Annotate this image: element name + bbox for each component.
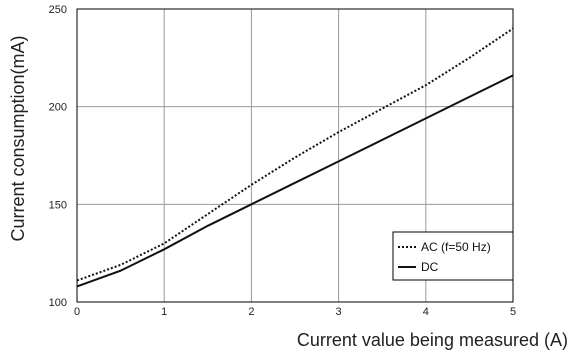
x-tick-label: 1 <box>161 306 167 318</box>
y-axis-title: Current consumption(mA) <box>8 35 28 241</box>
x-tick-label: 0 <box>74 306 80 318</box>
y-tick-labels: 100 150 200 250 <box>49 4 67 309</box>
series-layer <box>76 27 514 288</box>
x-tick-label: 3 <box>336 306 342 318</box>
legend: AC (f=50 Hz) DC <box>392 231 514 281</box>
series-line-dc <box>76 74 514 288</box>
plot-frame <box>76 8 514 303</box>
x-tick-label: 4 <box>423 306 429 318</box>
legend-box <box>392 231 514 281</box>
x-tick-label: 2 <box>248 306 254 318</box>
y-tick-label: 150 <box>49 199 67 211</box>
x-tick-label: 5 <box>510 306 516 318</box>
y-tick-label: 250 <box>49 4 67 16</box>
x-axis-title: Current value being measured (A) <box>297 330 568 350</box>
legend-label-ac: AC (f=50 Hz) <box>421 240 491 254</box>
legend-label-dc: DC <box>421 260 439 274</box>
y-tick-label: 200 <box>49 102 67 114</box>
y-tick-label: 100 <box>49 297 67 309</box>
x-tick-labels: 0 1 2 3 4 5 <box>74 306 516 318</box>
